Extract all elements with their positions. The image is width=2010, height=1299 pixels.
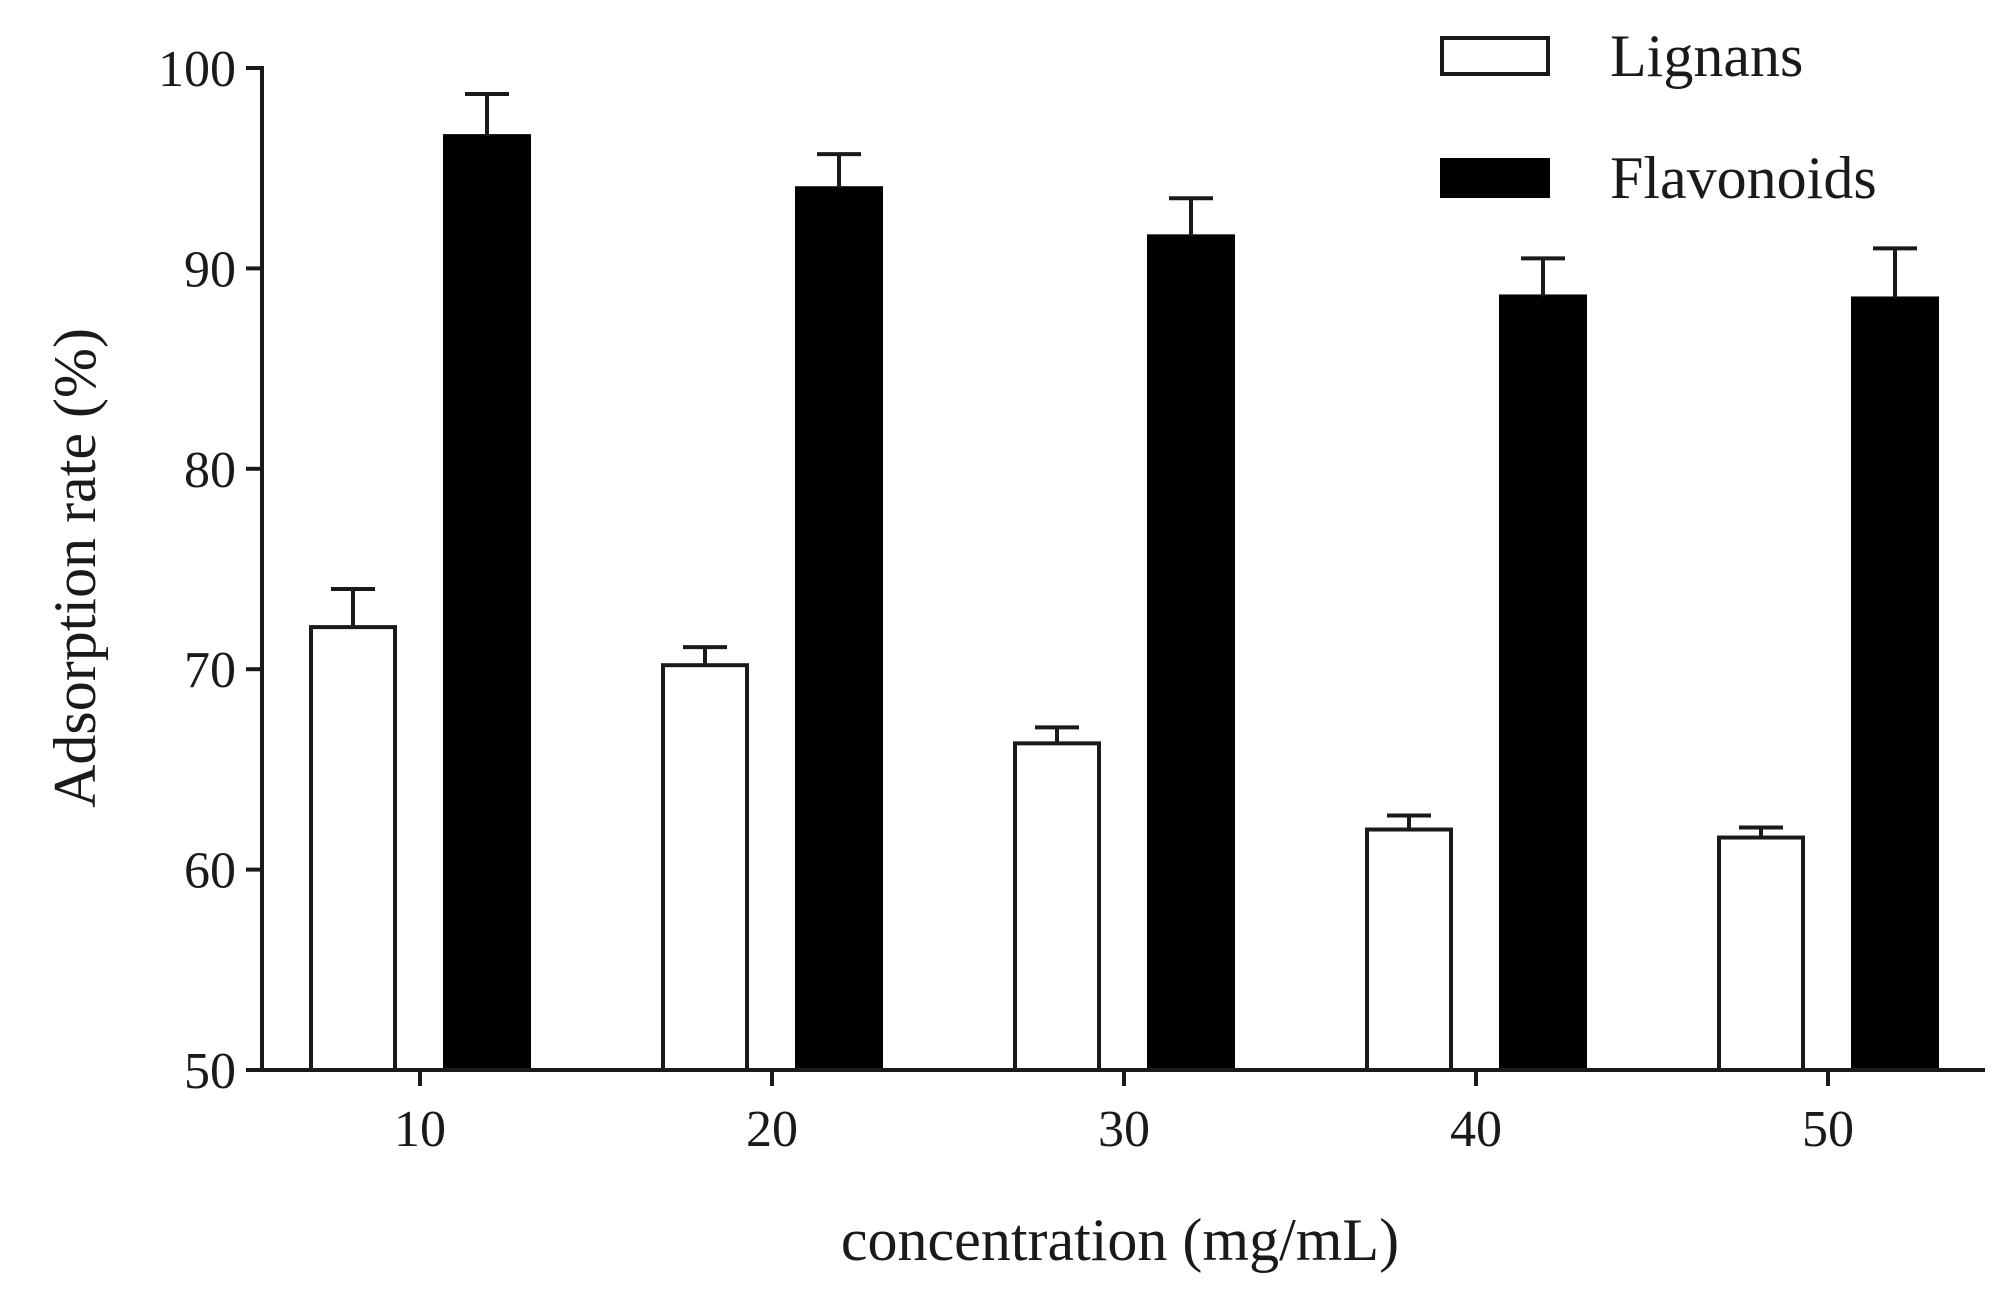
legend-item-lignans: Lignans [1440,23,1803,89]
y-tick-label-80: 80 [184,442,236,499]
error-bar-lignans-50 [1739,825,1783,838]
bars-layer [309,134,1939,1073]
bar-flavonoids-30 [1147,234,1235,1072]
x-tick-label-50: 50 [1802,1101,1854,1158]
x-axis-title: concentration (mg/mL) [841,1207,1399,1273]
bar-lignans-50 [1717,835,1805,1073]
y-tick-label-100: 100 [158,41,236,98]
y-tick-label-90: 90 [184,241,236,298]
bar-flavonoids-50 [1851,296,1939,1072]
y-axis-title: Adsorption rate (%) [42,328,108,808]
legend-item-flavonoids: Flavonoids [1440,145,1877,211]
legend-swatch-lignans [1440,36,1550,76]
y-tick-label-50: 50 [184,1043,236,1100]
x-tick-label-30: 30 [1098,1101,1150,1158]
y-tick-label-70: 70 [184,642,236,699]
error-bar-flavonoids-10 [465,92,509,137]
bar-lignans-20 [661,663,749,1073]
bar-lignans-10 [309,625,397,1073]
error-bar-lignans-20 [683,645,727,666]
x-tick-label-10: 10 [394,1101,446,1158]
bar-lignans-40 [1365,827,1453,1073]
legend-label-flavonoids: Flavonoids [1610,145,1877,211]
error-bar-flavonoids-30 [1169,196,1213,237]
bar-lignans-30 [1013,741,1101,1073]
error-bar-flavonoids-50 [1873,246,1917,299]
error-bar-flavonoids-20 [817,152,861,189]
error-bar-lignans-40 [1387,813,1431,830]
bar-flavonoids-20 [795,186,883,1073]
bar-flavonoids-10 [443,134,531,1073]
legend-label-lignans: Lignans [1610,23,1803,89]
legend-swatch-flavonoids [1440,158,1550,198]
y-tick-label-60: 60 [184,843,236,900]
error-bars-layer [331,92,1917,838]
x-tick-label-20: 20 [746,1101,798,1158]
error-bar-flavonoids-40 [1521,256,1565,297]
x-tick-label-40: 40 [1450,1101,1502,1158]
legend: Lignans Flavonoids [1440,23,1877,211]
axes-layer: 50 60 70 80 90 100 10 20 30 40 50 [158,41,1985,1158]
error-bar-lignans-10 [331,587,375,628]
bar-flavonoids-40 [1499,294,1587,1072]
error-bar-lignans-30 [1035,725,1079,744]
